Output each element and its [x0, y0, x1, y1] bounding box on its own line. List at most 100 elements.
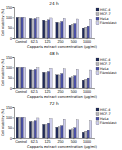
y-axis-title: Cell viability (%) [1, 8, 5, 36]
bar [90, 121, 92, 138]
legend-swatch [96, 13, 99, 16]
tick: 1000 [83, 88, 91, 94]
tick: 0 [10, 137, 14, 141]
tick-mark [13, 78, 15, 79]
legend-label: MCF-7 [100, 112, 111, 116]
bar [61, 74, 63, 88]
bar [76, 120, 78, 138]
tick: 125 [44, 38, 50, 44]
tick: 62.5 [31, 138, 38, 144]
tick: 0 [10, 37, 14, 41]
legend-item: HSC-4 [96, 8, 110, 12]
bar [16, 117, 18, 138]
bar [74, 76, 76, 88]
bar [34, 121, 36, 138]
tick-mark [13, 57, 15, 58]
bar [37, 68, 39, 88]
tick: Control [15, 88, 27, 94]
bar [34, 19, 36, 38]
bar [69, 25, 71, 38]
bar [56, 75, 58, 88]
bar [21, 67, 23, 88]
tick: 1000 [83, 38, 91, 44]
bar [71, 129, 73, 138]
axis-line [13, 108, 15, 139]
bar [23, 117, 25, 138]
legend-item: MCF-7 [96, 12, 111, 16]
bar [50, 68, 52, 88]
tick: 125 [44, 88, 50, 94]
tick-label: 1000 [83, 140, 91, 144]
bar [45, 73, 47, 88]
tick-mark [13, 38, 15, 39]
tick: 0 [10, 87, 14, 91]
bar [50, 119, 52, 138]
bar [47, 71, 49, 88]
legend-item: Fibroblast [96, 21, 117, 25]
bar [87, 130, 89, 138]
legend-item: HeLa [96, 117, 109, 121]
bar [90, 19, 92, 38]
bar [23, 67, 25, 88]
legend-swatch [96, 58, 99, 61]
bar [63, 119, 65, 138]
tick: 150 [6, 6, 14, 10]
tick-label: 0 [10, 37, 12, 41]
bar [82, 132, 84, 138]
tick: 100 [6, 66, 14, 70]
legend-swatch [96, 17, 99, 20]
tick-label: 1000 [83, 40, 91, 44]
tick-mark [13, 28, 15, 29]
legend-item: MCF-7 [96, 62, 111, 66]
bar [32, 19, 34, 38]
tick-label: 100 [6, 66, 12, 70]
bars [16, 67, 92, 88]
legend: HSC-4MCF-7HeLaFibroblast [96, 108, 117, 126]
legend-swatch [96, 113, 99, 116]
legend-label: Fibroblast [100, 121, 117, 125]
tick: 62.5 [31, 38, 38, 44]
legend-swatch [96, 108, 99, 111]
bar [29, 70, 31, 88]
panel: 050100150Control62.5125250500100072 hCap… [1, 101, 118, 148]
tick: Control [15, 138, 27, 144]
y-axis: 050100150 [6, 56, 15, 91]
bar [16, 67, 18, 88]
bar [85, 79, 87, 88]
figure: 050100150Control62.5125250500100024 hCap… [0, 0, 122, 150]
bar [19, 117, 21, 138]
bars [16, 117, 92, 138]
legend-swatch [96, 72, 99, 75]
bar [34, 69, 36, 88]
bar [61, 126, 63, 138]
x-axis-title: Capparis extract concentration (μg/ml) [27, 45, 98, 49]
bar [76, 69, 78, 88]
legend-swatch [96, 122, 99, 125]
legend-label: MCF-7 [100, 62, 111, 66]
tick-label: 62.5 [31, 40, 38, 44]
legend-label: MCF-7 [100, 12, 111, 16]
bar [50, 18, 52, 38]
tick-label: 50 [8, 26, 12, 30]
legend-label: HeLa [100, 67, 109, 71]
axis-line [13, 8, 15, 39]
tick: 250 [58, 88, 64, 94]
tick: 250 [58, 38, 64, 44]
legend-label: HSC-4 [100, 58, 110, 62]
tick: 50 [8, 26, 14, 30]
bar [61, 21, 63, 38]
tick-mark [13, 107, 15, 108]
legend-swatch [96, 117, 99, 120]
bar [85, 27, 87, 38]
legend-item: MCF-7 [96, 112, 111, 116]
panel: 050100150Control62.5125250500100024 hCap… [1, 1, 118, 48]
tick: 150 [6, 106, 14, 110]
tick-mark [13, 117, 15, 118]
x-axis-title: Capparis extract concentration (μg/ml) [27, 145, 98, 149]
bar [43, 72, 45, 88]
legend-label: HeLa [100, 117, 109, 121]
tick: 250 [58, 138, 64, 144]
bar [69, 78, 71, 88]
bar [56, 127, 58, 138]
tick-mark [13, 67, 15, 68]
